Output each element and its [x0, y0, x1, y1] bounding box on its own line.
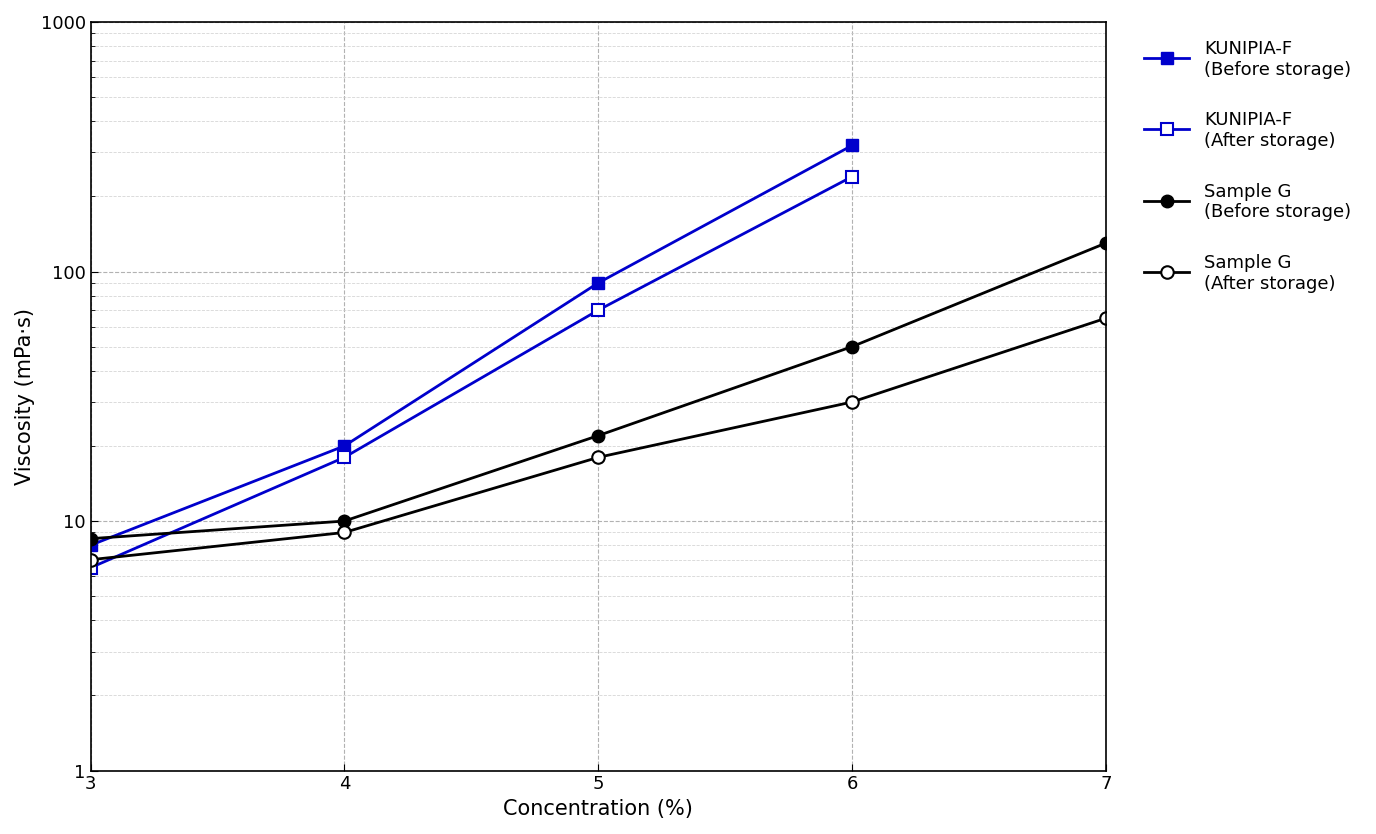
KUNIPIA-F
(After storage): [843, 172, 860, 182]
KUNIPIA-F
(After storage): [336, 452, 352, 462]
Y-axis label: Viscosity (mPa·s): Viscosity (mPa·s): [15, 308, 34, 485]
Sample G
(After storage): [843, 397, 860, 407]
Sample G
(Before storage): [590, 430, 607, 440]
Sample G
(Before storage): [1098, 238, 1115, 248]
KUNIPIA-F
(After storage): [590, 305, 607, 315]
Sample G
(After storage): [336, 527, 352, 537]
Sample G
(Before storage): [83, 534, 99, 544]
Sample G
(After storage): [1098, 314, 1115, 324]
KUNIPIA-F
(Before storage): [590, 278, 607, 288]
X-axis label: Concentration (%): Concentration (%): [504, 799, 694, 819]
Line: KUNIPIA-F
(After storage): KUNIPIA-F (After storage): [84, 170, 859, 574]
Sample G
(Before storage): [336, 516, 352, 526]
Sample G
(After storage): [83, 555, 99, 565]
Line: Sample G
(After storage): Sample G (After storage): [84, 312, 1112, 566]
Line: Sample G
(Before storage): Sample G (Before storage): [84, 237, 1112, 545]
Sample G
(Before storage): [843, 342, 860, 352]
KUNIPIA-F
(Before storage): [843, 140, 860, 150]
Sample G
(After storage): [590, 452, 607, 462]
Legend: KUNIPIA-F
(Before storage), KUNIPIA-F
(After storage), Sample G
(Before storage): KUNIPIA-F (Before storage), KUNIPIA-F (A…: [1135, 31, 1359, 302]
Line: KUNIPIA-F
(Before storage): KUNIPIA-F (Before storage): [84, 139, 859, 551]
KUNIPIA-F
(Before storage): [83, 540, 99, 550]
KUNIPIA-F
(After storage): [83, 563, 99, 573]
KUNIPIA-F
(Before storage): [336, 441, 352, 451]
